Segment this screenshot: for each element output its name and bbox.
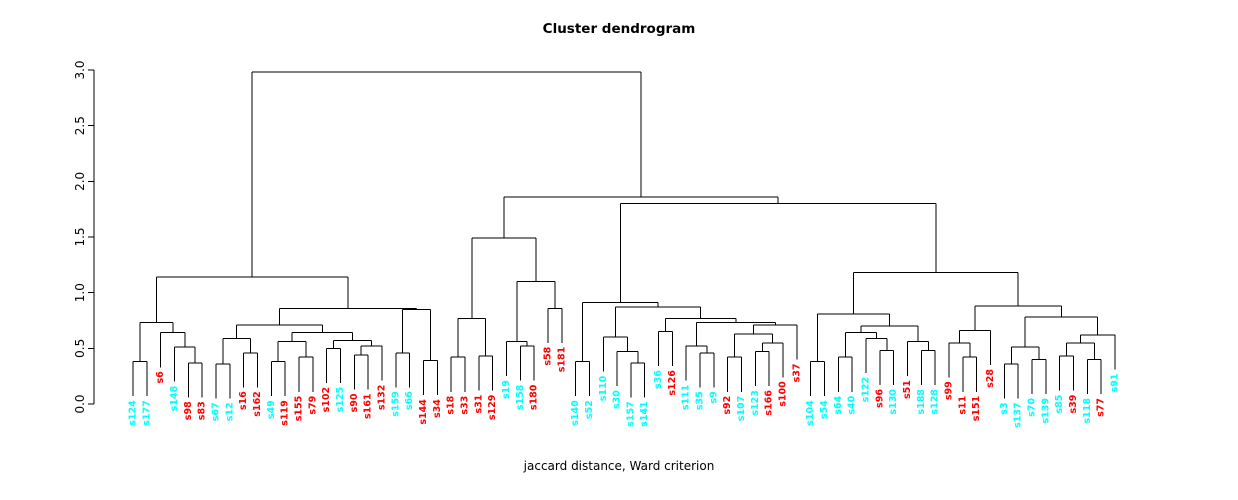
leaf-label-s66: s66 — [404, 391, 415, 410]
y-axis-tick-label: 0.0 — [73, 394, 87, 413]
leaf-label-s124: s124 — [128, 400, 139, 426]
leaf-label-s67: s67 — [210, 402, 221, 421]
leaf-label-s28: s28 — [985, 369, 996, 388]
leaf-label-s31: s31 — [473, 395, 484, 414]
leaf-label-s104: s104 — [805, 400, 816, 426]
leaf-label-s99: s99 — [944, 381, 955, 400]
leaf-label-s37: s37 — [791, 363, 802, 382]
leaf-label-s96: s96 — [874, 389, 885, 408]
leaf-label-s181: s181 — [556, 347, 567, 373]
leaf-label-s9: s9 — [708, 391, 719, 403]
leaf-label-s180: s180 — [529, 384, 540, 410]
leaf-label-s148: s148 — [169, 385, 180, 411]
leaf-label-s40: s40 — [847, 395, 858, 414]
leaf-label-s3: s3 — [999, 402, 1010, 414]
leaf-label-s137: s137 — [1013, 402, 1024, 428]
y-axis-tick-label: 1.5 — [73, 227, 87, 246]
leaf-label-s64: s64 — [833, 395, 844, 414]
leaf-label-s58: s58 — [542, 346, 553, 365]
leaf-label-s123: s123 — [750, 390, 761, 416]
leaf-label-s35: s35 — [695, 391, 706, 410]
leaf-label-s157: s157 — [625, 401, 636, 427]
leaf-label-s92: s92 — [722, 396, 733, 415]
leaf-label-s51: s51 — [902, 380, 913, 399]
leaf-label-s107: s107 — [736, 396, 747, 422]
leaf-label-s128: s128 — [930, 389, 941, 415]
leaf-label-s91: s91 — [1110, 373, 1121, 392]
leaf-label-s16: s16 — [238, 391, 249, 410]
leaf-label-s100: s100 — [778, 381, 789, 407]
leaf-label-s122: s122 — [861, 377, 872, 403]
leaf-label-s144: s144 — [418, 399, 429, 425]
y-axis-tick-label: 1.0 — [73, 283, 87, 302]
leaf-label-s54: s54 — [819, 400, 830, 419]
y-axis-tick-label: 2.0 — [73, 172, 87, 191]
y-axis-tick-label: 0.5 — [73, 339, 87, 358]
leaf-label-s188: s188 — [916, 389, 927, 415]
leaf-label-s98: s98 — [183, 401, 194, 420]
leaf-label-s118: s118 — [1082, 398, 1093, 424]
y-axis-tick-label: 2.5 — [73, 116, 87, 135]
leaf-label-s111: s111 — [681, 385, 692, 411]
y-axis-tick-label: 3.0 — [73, 60, 87, 79]
leaf-label-s39: s39 — [1068, 395, 1079, 414]
leaf-label-s79: s79 — [307, 396, 318, 415]
leaf-label-s126: s126 — [667, 370, 678, 396]
leaf-label-s125: s125 — [335, 387, 346, 413]
leaf-label-s70: s70 — [1027, 398, 1038, 417]
leaf-label-s83: s83 — [197, 401, 208, 420]
leaf-label-s151: s151 — [971, 396, 982, 422]
leaf-label-s18: s18 — [446, 395, 457, 414]
leaf-label-s6: s6 — [155, 371, 166, 384]
leaf-label-s119: s119 — [280, 400, 291, 426]
leaf-label-s177: s177 — [141, 400, 152, 426]
plot-title: Cluster dendrogram — [542, 21, 696, 37]
leaf-label-s159: s159 — [390, 391, 401, 417]
leaf-label-s11: s11 — [957, 396, 968, 415]
leaf-label-s110: s110 — [598, 375, 609, 401]
leaf-label-s140: s140 — [570, 400, 581, 426]
leaf-label-s162: s162 — [252, 391, 263, 417]
leaf-label-s161: s161 — [363, 394, 374, 420]
leaf-label-s36: s36 — [653, 370, 664, 389]
leaf-label-s90: s90 — [349, 393, 360, 412]
leaf-label-s12: s12 — [224, 402, 235, 421]
leaf-label-s155: s155 — [293, 396, 304, 422]
leaf-label-s102: s102 — [321, 387, 332, 413]
leaf-label-s52: s52 — [584, 400, 595, 419]
leaf-label-s49: s49 — [266, 400, 277, 419]
leaf-label-s166: s166 — [764, 390, 775, 416]
leaf-label-s141: s141 — [639, 401, 650, 427]
plot-caption: jaccard distance, Ward criterion — [523, 459, 715, 473]
leaf-label-s34: s34 — [432, 399, 443, 418]
leaf-label-s30: s30 — [612, 390, 623, 409]
leaf-label-s129: s129 — [487, 395, 498, 421]
leaf-label-s130: s130 — [888, 389, 899, 415]
leaf-label-s33: s33 — [459, 396, 470, 415]
leaf-label-s158: s158 — [515, 384, 526, 410]
leaf-label-s85: s85 — [1054, 395, 1065, 414]
leaf-label-s132: s132 — [376, 385, 387, 411]
leaf-label-s19: s19 — [501, 380, 512, 399]
leaf-label-s139: s139 — [1040, 398, 1051, 424]
leaf-label-s77: s77 — [1096, 398, 1107, 417]
